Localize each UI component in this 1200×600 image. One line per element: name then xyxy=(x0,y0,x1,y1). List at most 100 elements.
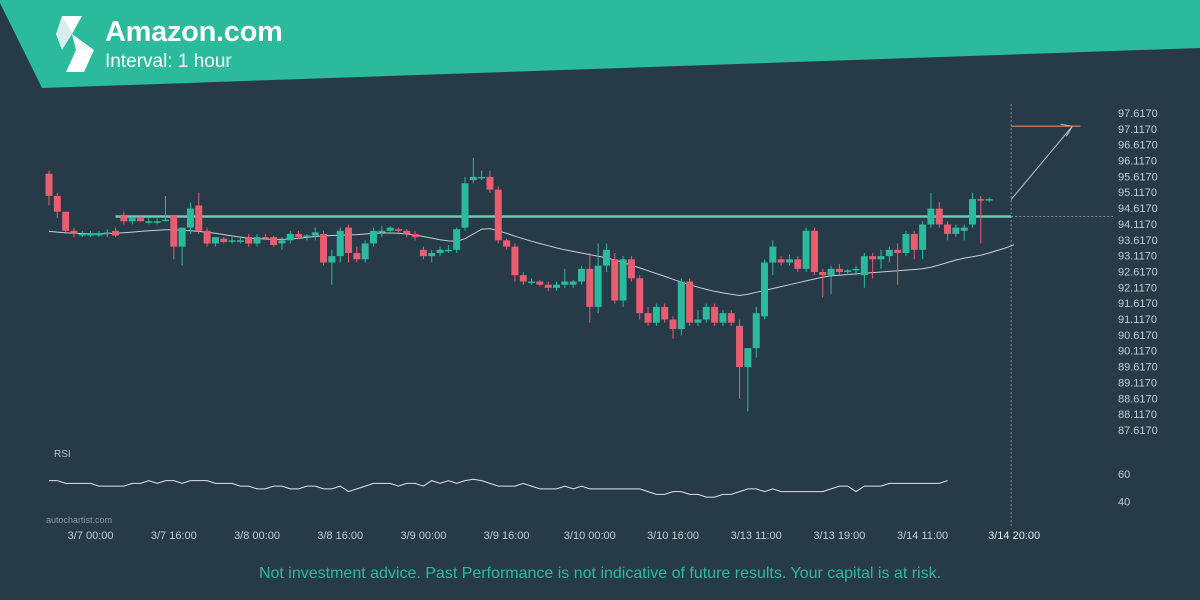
candle-body xyxy=(220,238,228,242)
y-tick-label: 97.1170 xyxy=(1118,124,1157,136)
candle-body xyxy=(503,240,511,247)
y-tick-label: 93.1170 xyxy=(1118,251,1157,263)
candle-body xyxy=(611,259,619,301)
candle-body xyxy=(636,278,644,314)
y-tick-label: 87.6170 xyxy=(1118,425,1158,437)
candle-body xyxy=(369,230,377,244)
y-tick-label: 91.6170 xyxy=(1118,298,1158,310)
candle-body xyxy=(844,270,852,272)
rsi-tick-label: 40 xyxy=(1118,496,1130,508)
candle-body xyxy=(827,268,835,276)
candle-body xyxy=(694,319,702,323)
x-tick-label: 3/8 00:00 xyxy=(234,530,280,542)
candle-body xyxy=(353,252,361,260)
candle-body xyxy=(178,227,186,247)
candle-body xyxy=(236,240,244,242)
candle-body xyxy=(278,240,286,244)
candle-body xyxy=(320,233,328,263)
candle-body xyxy=(336,230,344,257)
candle-body xyxy=(586,268,594,307)
candle-body xyxy=(902,233,910,253)
y-tick-label: 94.6170 xyxy=(1118,203,1158,215)
candle-body xyxy=(511,246,519,276)
candle-body xyxy=(919,224,927,250)
candle-body xyxy=(303,235,311,238)
x-tick-label: 3/8 16:00 xyxy=(317,530,363,542)
candle-body xyxy=(960,227,968,231)
candle-body xyxy=(619,259,627,301)
watermark: autochartist.com xyxy=(46,515,113,525)
x-tick-label: 3/14 11:00 xyxy=(897,530,948,542)
candle-body xyxy=(711,306,719,323)
candle-body xyxy=(478,176,486,179)
candle-body xyxy=(819,272,827,276)
banner-shape xyxy=(0,0,1200,88)
candle-body xyxy=(145,221,153,223)
rsi-tick-label: 60 xyxy=(1118,469,1130,481)
y-tick-label: 94.1170 xyxy=(1118,219,1157,231)
candle-body xyxy=(802,230,810,269)
candle-body xyxy=(877,256,885,260)
candle-body xyxy=(444,249,452,252)
candle-body xyxy=(594,265,602,307)
candle-body xyxy=(528,281,536,284)
candle-body xyxy=(785,259,793,263)
candle-body xyxy=(494,189,502,241)
x-tick-label: 3/7 16:00 xyxy=(151,530,197,542)
rsi-label: RSI xyxy=(54,449,71,460)
candle-body xyxy=(652,306,660,323)
candle-body xyxy=(486,176,494,190)
header-banner xyxy=(0,0,1200,88)
candle-body xyxy=(561,281,569,285)
candle-body xyxy=(669,319,677,330)
candle-body xyxy=(810,230,818,272)
candle-body xyxy=(985,199,993,201)
candle-body xyxy=(869,256,877,260)
chart-title: Amazon.com xyxy=(105,16,283,48)
x-tick-label: 3/7 00:00 xyxy=(68,530,114,542)
candle-body xyxy=(602,249,610,266)
y-tick-label: 97.6170 xyxy=(1118,108,1158,120)
candle-body xyxy=(744,348,752,368)
candle-body xyxy=(95,233,103,236)
candle-body xyxy=(295,233,303,238)
candle-body xyxy=(569,281,577,285)
autochartist-logo-icon xyxy=(56,16,94,72)
candle-body xyxy=(345,227,353,253)
candle-body xyxy=(120,214,128,222)
y-tick-label: 92.6170 xyxy=(1118,266,1158,278)
candle-body xyxy=(128,218,136,222)
candle-body xyxy=(53,195,61,212)
moving-average-line xyxy=(48,228,1015,297)
x-tick-label: 3/13 11:00 xyxy=(731,530,782,542)
y-tick-label: 95.1170 xyxy=(1118,187,1157,199)
y-tick-label: 96.6170 xyxy=(1118,140,1158,152)
x-tick-label: 3/10 16:00 xyxy=(647,530,699,542)
candle-body xyxy=(769,246,777,263)
candle-body xyxy=(944,224,952,234)
candle-body xyxy=(228,240,236,242)
candle-body xyxy=(328,256,336,263)
candle-body xyxy=(935,208,943,225)
candle-body xyxy=(378,230,386,233)
candle-body xyxy=(702,306,710,320)
candle-body xyxy=(686,281,694,323)
x-tick-label: 3/10 00:00 xyxy=(564,530,616,542)
candle-body xyxy=(161,219,169,222)
y-tick-label: 89.1170 xyxy=(1118,377,1157,389)
candle-body xyxy=(644,313,652,323)
candle-body xyxy=(253,237,261,244)
chart-interval: Interval: 1 hour xyxy=(105,51,232,72)
candle-body xyxy=(519,275,527,282)
candle-body xyxy=(927,208,935,225)
candle-body xyxy=(70,230,78,234)
candle-body xyxy=(627,259,635,279)
candle-body xyxy=(361,243,369,260)
projection-line xyxy=(1010,125,1073,200)
candle-body xyxy=(761,262,769,317)
candle-body xyxy=(62,211,70,231)
candle-body xyxy=(211,237,219,244)
y-tick-label: 90.1170 xyxy=(1118,346,1157,358)
candle-body xyxy=(544,284,552,288)
candle-body xyxy=(453,229,461,250)
